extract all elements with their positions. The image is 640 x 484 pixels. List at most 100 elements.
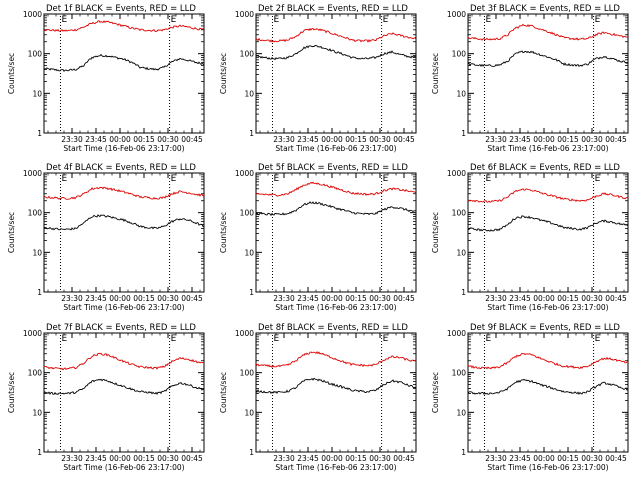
x-axis-label: Start Time (16-Feb-06 23:17:00) <box>275 144 396 153</box>
y-tick-label: 100 <box>452 50 467 59</box>
y-tick-label: 1000 <box>235 329 254 338</box>
series-lld-line <box>467 188 629 203</box>
y-axis-label: Counts/sec <box>7 212 16 253</box>
plot-frame <box>255 13 417 134</box>
y-tick-label: 1 <box>37 129 42 138</box>
chart-panel-4: Det 4f BLACK = Events, RED = LLD 1 10 100 10… <box>7 163 205 312</box>
series-events-line <box>255 45 417 61</box>
x-axis-label: Start Time (16-Feb-06 23:17:00) <box>487 463 608 472</box>
y-tick-label: 10 <box>32 248 42 257</box>
chart-panel-1: Det 1f BLACK = Events, RED = LLD 1 10 100 10… <box>7 4 205 153</box>
y-tick-label: 10 <box>244 408 254 417</box>
x-tick-label: 00:45 <box>605 294 627 303</box>
x-tick-label: 23:45 <box>509 454 531 463</box>
chart-panel-6: Det 6f BLACK = Events, RED = LLD 1 10 100 10… <box>431 163 629 312</box>
x-tick-label: 23:30 <box>273 454 295 463</box>
x-tick-label: 00:15 <box>133 454 155 463</box>
x-tick-label: 23:30 <box>273 135 295 144</box>
chart-title: Det 3f BLACK = Events, RED = LLD <box>470 4 620 14</box>
y-tick-label: 100 <box>28 369 43 378</box>
series-lld-line <box>255 351 417 369</box>
y-tick-label: 1000 <box>235 169 254 178</box>
series-lld-line <box>467 23 629 41</box>
y-tick-label: 1 <box>461 288 466 297</box>
x-axis-label: Start Time (16-Feb-06 23:17:00) <box>487 144 608 153</box>
chart-panel-5: Det 5f BLACK = Events, RED = LLD 1 10 100 10… <box>219 163 417 312</box>
y-tick-label: 1000 <box>447 10 466 19</box>
x-tick-label: 00:45 <box>181 135 203 144</box>
y-tick-label: 10 <box>32 89 42 98</box>
x-tick-label: 23:45 <box>85 135 107 144</box>
x-tick-label: 23:45 <box>297 135 319 144</box>
x-tick-label: 00:15 <box>345 135 367 144</box>
plot-frame <box>255 332 417 453</box>
x-tick-label: 00:30 <box>157 135 179 144</box>
x-axis-label: Start Time (16-Feb-06 23:17:00) <box>63 303 184 312</box>
x-tick-label: 00:45 <box>393 454 415 463</box>
series-events-line <box>255 377 417 394</box>
y-axis-label: Counts/sec <box>431 53 440 94</box>
marker-label: E <box>61 174 67 184</box>
x-tick-label: 00:45 <box>605 454 627 463</box>
x-tick-label: 00:30 <box>581 294 603 303</box>
plot-frame <box>467 172 629 293</box>
marker-label: E <box>171 334 177 344</box>
x-axis-label: Start Time (16-Feb-06 23:17:00) <box>63 144 184 153</box>
x-tick-label: 00:00 <box>109 294 131 303</box>
x-tick-label: 00:00 <box>533 294 555 303</box>
marker-label: E <box>61 334 67 344</box>
x-tick-label: 00:45 <box>605 135 627 144</box>
marker-label: E <box>273 334 279 344</box>
x-tick-label: 00:30 <box>157 454 179 463</box>
x-tick-label: 00:15 <box>557 294 579 303</box>
y-axis-label: Counts/sec <box>7 53 16 94</box>
x-tick-label: 23:30 <box>61 454 83 463</box>
x-tick-label: 23:45 <box>509 135 531 144</box>
y-axis-label: Counts/sec <box>7 372 16 413</box>
series-events-line <box>467 215 629 232</box>
y-axis-label: Counts/sec <box>219 53 228 94</box>
y-tick-label: 1000 <box>447 169 466 178</box>
y-axis-label: Counts/sec <box>431 212 440 253</box>
y-tick-label: 1000 <box>447 329 466 338</box>
series-events-line <box>255 201 416 217</box>
chart-title: Det 8f BLACK = Events, RED = LLD <box>258 323 408 333</box>
y-tick-label: 100 <box>452 369 467 378</box>
series-events-line <box>467 50 629 68</box>
x-tick-label: 00:45 <box>181 294 203 303</box>
x-tick-label: 00:15 <box>557 135 579 144</box>
x-tick-label: 00:15 <box>345 294 367 303</box>
y-tick-label: 1000 <box>23 169 42 178</box>
y-tick-label: 100 <box>240 369 255 378</box>
x-tick-label: 00:00 <box>109 454 131 463</box>
y-tick-label: 100 <box>452 209 467 218</box>
x-tick-label: 00:45 <box>181 454 203 463</box>
y-tick-label: 100 <box>240 50 255 59</box>
y-tick-label: 100 <box>28 209 43 218</box>
x-tick-label: 23:45 <box>85 294 107 303</box>
y-tick-label: 10 <box>244 248 254 257</box>
chart-title: Det 2f BLACK = Events, RED = LLD <box>258 4 408 14</box>
x-tick-label: 23:30 <box>273 294 295 303</box>
y-tick-label: 1 <box>37 448 42 457</box>
chart-panel-3: Det 3f BLACK = Events, RED = LLD 1 10 100 10… <box>431 4 629 153</box>
x-tick-label: 00:45 <box>393 135 415 144</box>
x-tick-label: 00:30 <box>581 135 603 144</box>
x-tick-label: 23:30 <box>61 294 83 303</box>
x-tick-label: 00:30 <box>369 294 391 303</box>
series-events-line <box>467 378 628 395</box>
x-tick-label: 00:15 <box>133 294 155 303</box>
y-tick-label: 1000 <box>23 10 42 19</box>
marker-label: E <box>485 174 491 184</box>
series-lld-line <box>43 186 205 200</box>
plot-frame <box>43 13 205 134</box>
chart-title: Det 9f BLACK = Events, RED = LLD <box>470 323 620 333</box>
x-tick-label: 00:15 <box>345 454 367 463</box>
marker-label: E <box>485 15 491 25</box>
chart-title: Det 1f BLACK = Events, RED = LLD <box>46 4 196 14</box>
marker-label: E <box>383 334 389 344</box>
x-axis-label: Start Time (16-Feb-06 23:17:00) <box>487 303 608 312</box>
x-tick-label: 23:30 <box>485 454 507 463</box>
series-events-line <box>43 378 205 395</box>
